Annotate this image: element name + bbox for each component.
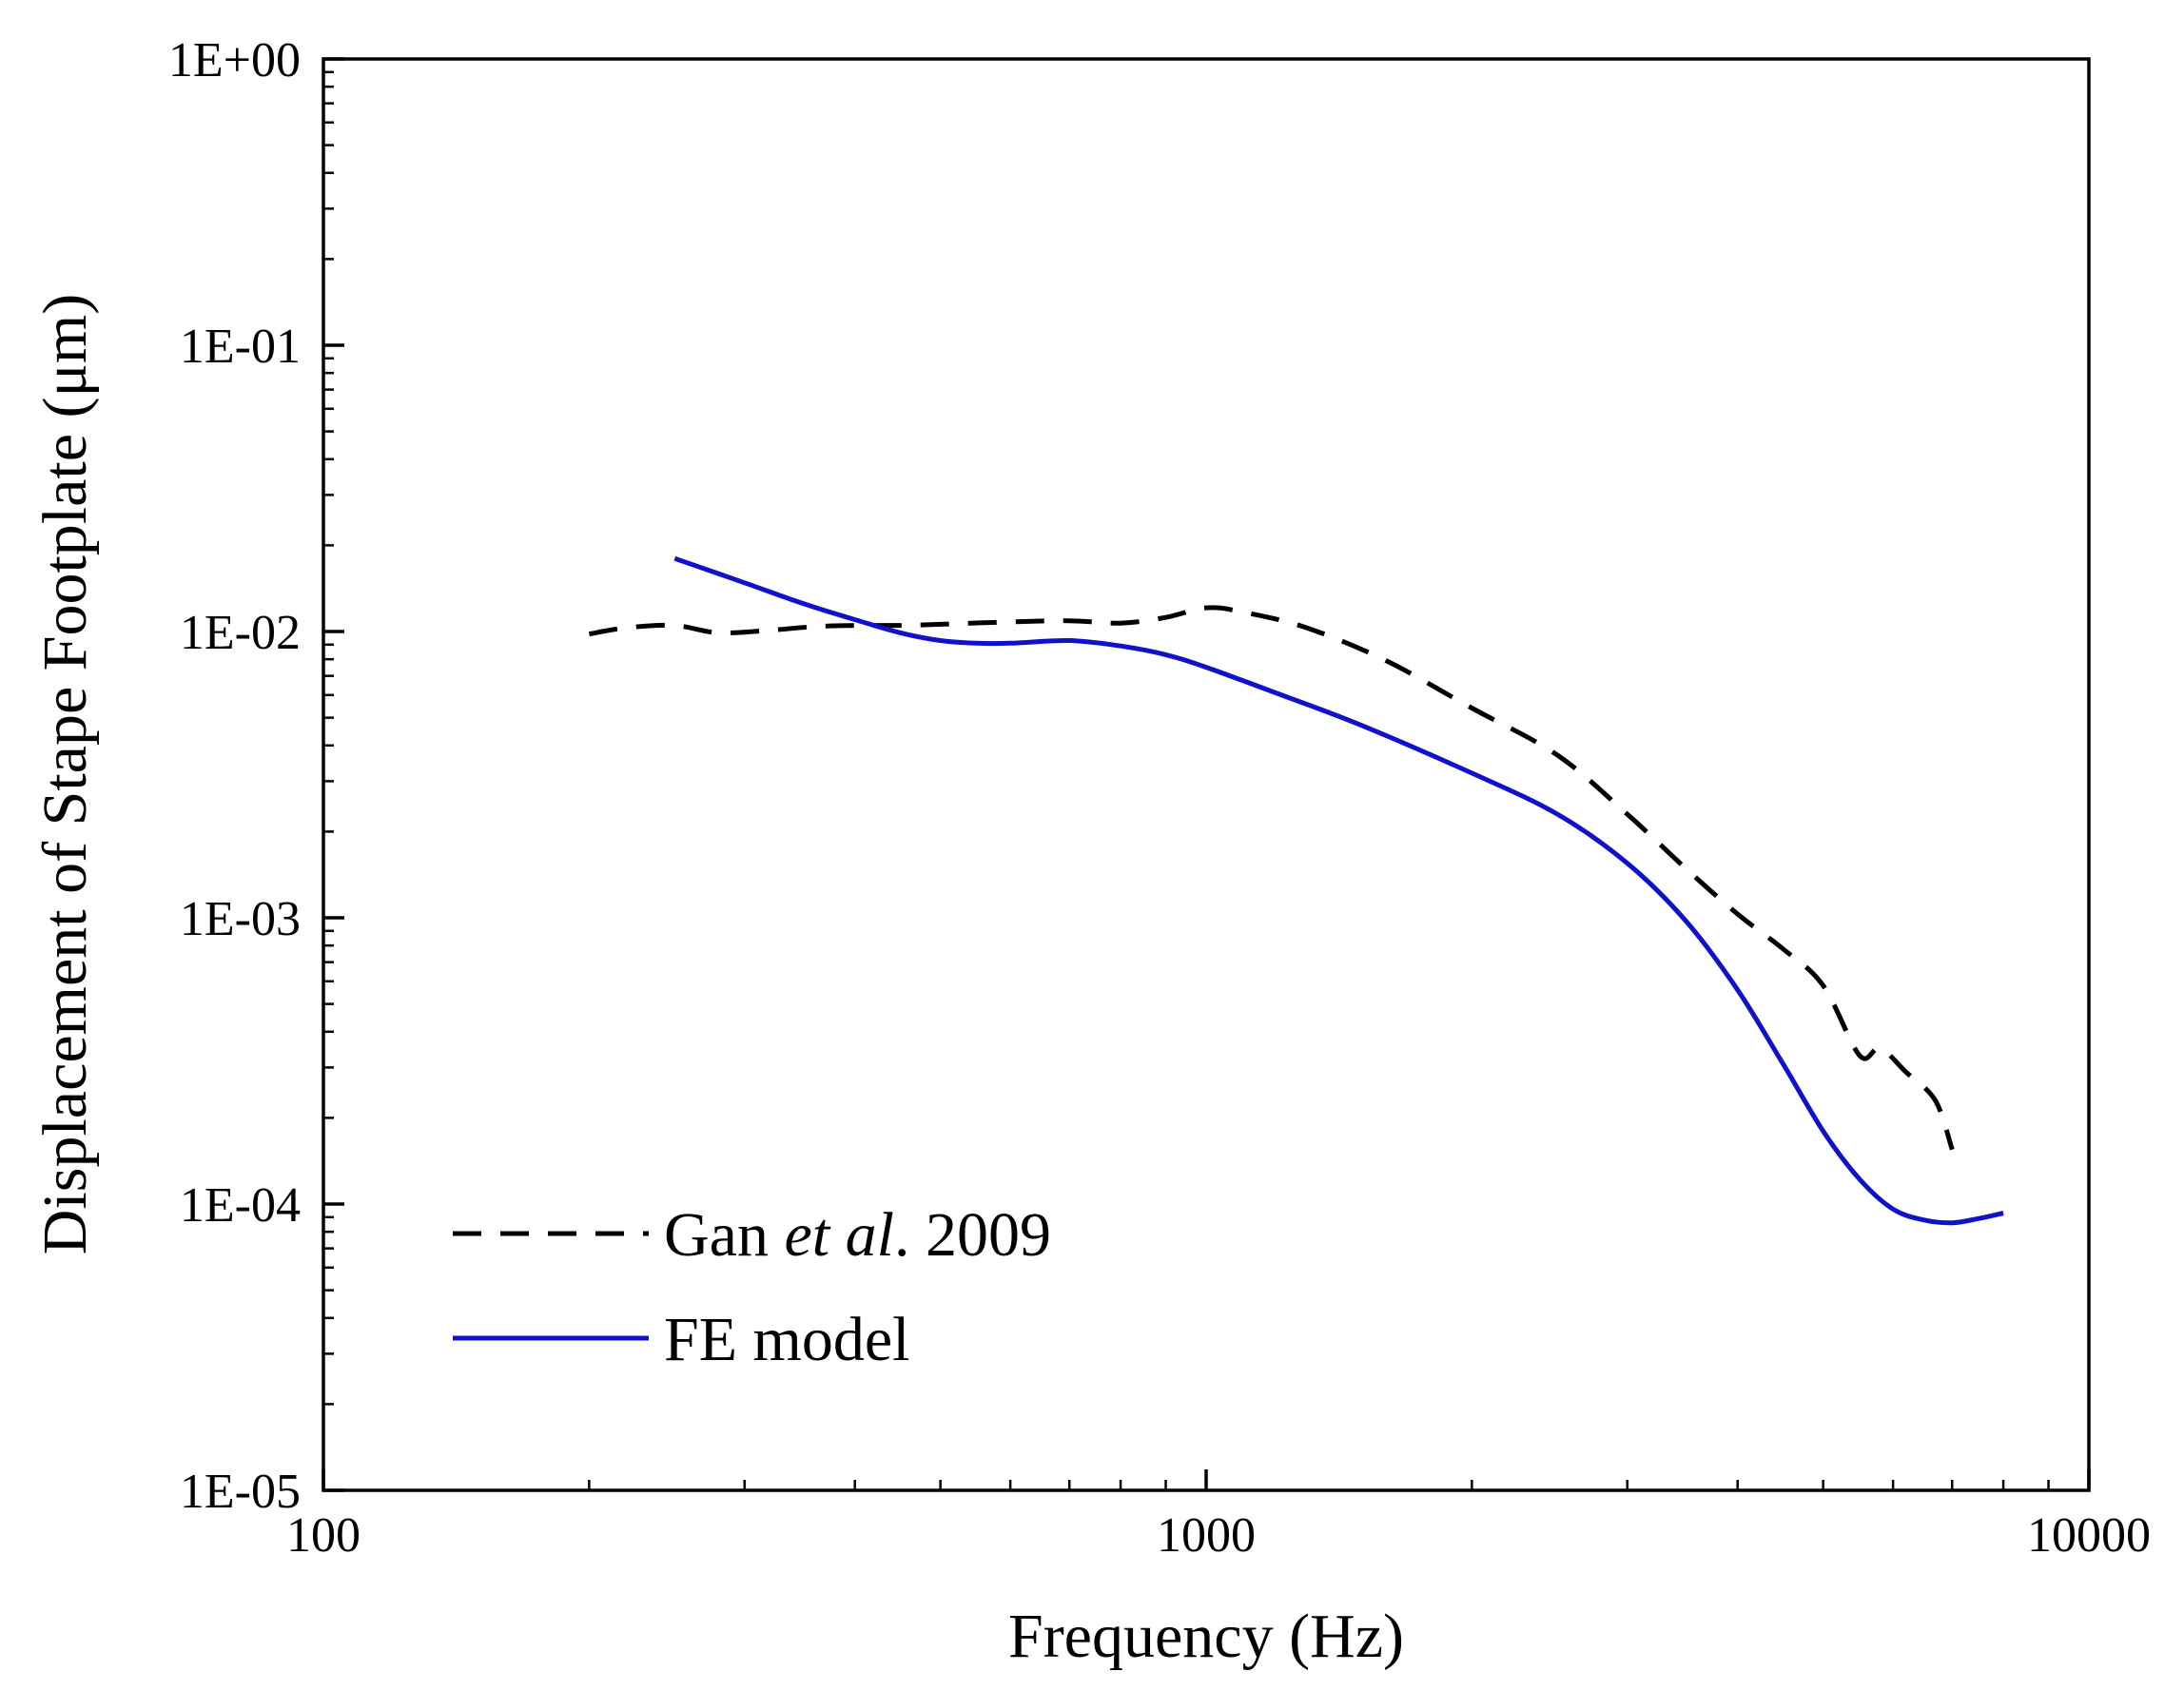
legend-label-gan-year: . 2009 <box>894 1200 1051 1270</box>
y-axis-title: Displacement of Stape Footplate (μm) <box>30 294 100 1254</box>
x-tick-label: 1000 <box>1157 1508 1256 1563</box>
y-tick-label: 1E+00 <box>168 33 301 87</box>
y-tick-labels: 1E-05 1E-04 1E-03 1E-02 1E-01 1E+00 <box>168 33 301 1519</box>
plot-frame <box>322 57 2091 1492</box>
minor-ticks <box>323 70 2050 1490</box>
y-tick-label: 1E-03 <box>180 892 301 946</box>
y-tick-label: 1E-02 <box>180 606 301 660</box>
x-tick-labels: 100 1000 10000 <box>286 1508 2151 1563</box>
legend: Gan et al. 2009 FE model <box>453 1200 1051 1374</box>
x-tick-label: 100 <box>286 1508 361 1563</box>
y-tick-label: 1E-01 <box>180 320 301 374</box>
major-ticks <box>322 57 2091 1492</box>
y-tick-label: 1E-04 <box>180 1178 301 1233</box>
x-tick-label: 10000 <box>2027 1508 2151 1563</box>
series-lines <box>588 555 2004 1226</box>
legend-label-gan-author: Gan <box>664 1200 784 1270</box>
x-axis-title: Frequency (Hz) <box>1008 1602 1404 1671</box>
series-line-fe <box>673 555 2004 1226</box>
y-tick-label: 1E-05 <box>180 1465 301 1519</box>
legend-label-gan: Gan et al. 2009 <box>664 1200 1051 1270</box>
legend-label-fe: FE model <box>664 1305 910 1374</box>
legend-label-gan-etal: et al <box>784 1200 893 1270</box>
